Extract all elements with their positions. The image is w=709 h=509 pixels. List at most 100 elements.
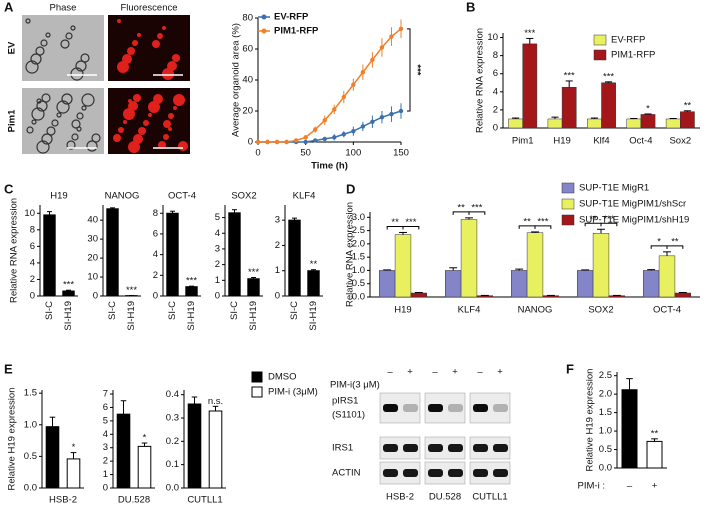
- image-row-label: EV: [7, 41, 18, 54]
- x-tick-label: Pim1: [512, 136, 534, 147]
- significance-label: *: [657, 236, 661, 247]
- blot-cell-line: HSB-2: [386, 492, 414, 503]
- bar: [592, 233, 610, 298]
- organoid: [133, 134, 143, 144]
- organoid: [137, 33, 141, 37]
- y-tick-label: 6: [153, 228, 158, 239]
- y-tick-label: 3.0: [352, 212, 365, 223]
- blot-treatment: PIM-i(3 μM): [330, 380, 380, 391]
- chart-title: NANOG: [105, 191, 140, 202]
- organoid: [41, 133, 53, 145]
- organoid: [113, 134, 121, 142]
- bar: [626, 118, 642, 129]
- point: [379, 115, 385, 120]
- organoid: [41, 93, 51, 103]
- chart-title: H19: [50, 191, 67, 202]
- point: [341, 94, 346, 100]
- organoid: [123, 108, 135, 120]
- point: [332, 107, 337, 112]
- organoid: [91, 133, 101, 143]
- y-tick-label: 6: [103, 402, 108, 413]
- y-tick-label: 0.5: [24, 451, 37, 462]
- x-tick-label: H19: [553, 136, 570, 147]
- panel-label: D: [346, 181, 355, 196]
- micrograph: [22, 88, 104, 154]
- blot-band: [383, 444, 398, 452]
- y-tick-label: 40: [242, 75, 253, 86]
- point: [398, 26, 404, 32]
- legend-label: PIM-i (3μM): [268, 387, 318, 398]
- y-tick-label: 4: [30, 257, 35, 268]
- point: [284, 139, 289, 145]
- blot-band: [448, 444, 463, 452]
- point: [313, 138, 318, 143]
- y-tick-label: 30: [87, 234, 98, 245]
- bar: [621, 389, 638, 469]
- organoid: [163, 120, 171, 128]
- y-tick-label: 1.0: [352, 265, 365, 276]
- y-tick-label: 6: [30, 241, 35, 252]
- blot-band: [383, 404, 398, 412]
- x-tick-label: H19: [394, 305, 411, 316]
- blot-band: [383, 469, 398, 477]
- x-axis-label: DU.528: [118, 495, 150, 506]
- organoid: [30, 53, 42, 65]
- y-tick-label: 3: [275, 215, 280, 226]
- significance-label: ***: [564, 70, 575, 81]
- y-tick-label: 2: [153, 270, 158, 281]
- y-tick-label: 1.0: [24, 419, 37, 430]
- blot-band: [448, 469, 463, 477]
- x-axis-label: Time (h): [311, 161, 348, 172]
- organoid: [60, 39, 70, 49]
- x-tick-label: SI-C: [44, 301, 55, 320]
- organoid: [36, 100, 48, 112]
- x-tick-label: Sox2: [669, 136, 691, 147]
- legend-label: SUP-T1E MigPIM1/shH19: [579, 215, 689, 226]
- organoid: [152, 40, 160, 48]
- bar: [680, 111, 695, 129]
- bar: [208, 410, 223, 489]
- bar: [601, 82, 616, 129]
- y-tick-label: 0: [275, 291, 280, 302]
- y-tick-label: 1.5: [24, 388, 37, 399]
- organoid: [138, 127, 146, 135]
- y-tick-label: 2: [215, 259, 220, 270]
- organoid: [71, 119, 81, 129]
- y-tick-label: 2: [30, 274, 35, 285]
- significance-label: **: [457, 202, 465, 213]
- chart-title: KLF4: [293, 191, 316, 202]
- y-tick-label: 8: [30, 224, 35, 235]
- organoid: [167, 61, 177, 71]
- y-tick-label: 0.0: [352, 292, 365, 303]
- y-tick-label: 2.5: [599, 370, 612, 381]
- y-tick-label: 40: [87, 215, 98, 226]
- legend-label: DMSO: [268, 372, 297, 383]
- organoid: [61, 93, 73, 105]
- x-tick-label: SI-H19: [186, 301, 197, 331]
- organoid: [173, 94, 185, 106]
- bar: [526, 232, 544, 298]
- y-tick-label: 10: [87, 272, 98, 283]
- significance-label: ***: [63, 280, 74, 291]
- bar: [394, 234, 412, 298]
- bar: [410, 292, 428, 298]
- legend-label: EV-RFP: [611, 35, 645, 46]
- significance-label: **: [523, 216, 531, 227]
- blot-row-label: (S1101): [332, 410, 365, 421]
- y-tick-label: 3: [103, 442, 108, 453]
- bar: [187, 403, 202, 489]
- y-tick-label: 10: [24, 208, 35, 219]
- bar: [547, 118, 563, 129]
- organoid: [162, 26, 166, 30]
- blot-lane: –: [477, 367, 483, 378]
- bar: [646, 440, 663, 469]
- y-tick-label: 0: [493, 123, 498, 134]
- point: [389, 111, 394, 117]
- y-tick-label: 4: [215, 228, 220, 239]
- significance-label: ***: [603, 71, 614, 82]
- point: [360, 124, 366, 129]
- point: [322, 118, 327, 123]
- x-tick-label: –: [627, 481, 633, 492]
- x-axis-label: CUTLL1: [187, 495, 222, 506]
- blot-lane: –: [387, 367, 393, 378]
